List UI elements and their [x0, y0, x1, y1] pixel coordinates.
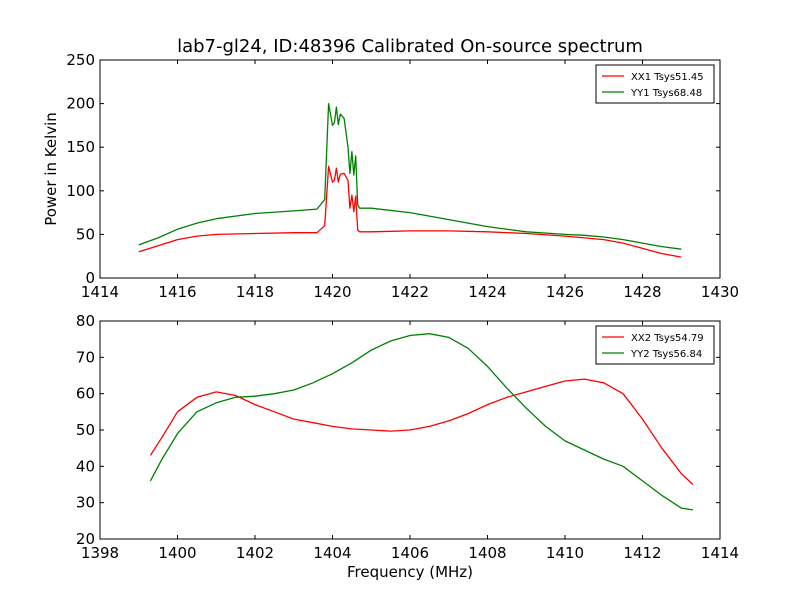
x-tick-label: 1414 — [81, 283, 119, 301]
x-tick-label: 1420 — [313, 283, 351, 301]
x-tick-label: 1426 — [546, 283, 584, 301]
x-tick-label: 1408 — [468, 544, 506, 562]
legend-box — [595, 64, 715, 104]
legend: XX2 Tsys54.79 YY2 Tsys56.84 — [595, 325, 715, 365]
x-tick-label: 1418 — [236, 283, 274, 301]
series-line-1-2 — [138, 102, 682, 250]
x-tick-label: 1422 — [391, 283, 429, 301]
x-tick-label: 1400 — [158, 544, 196, 562]
legend-box — [595, 325, 715, 365]
series-line-1-1 — [138, 165, 682, 258]
y-tick-label: 200 — [66, 95, 95, 113]
series-line-2-1 — [149, 378, 694, 485]
x-tick-label: 1402 — [236, 544, 274, 562]
y-tick-label: 50 — [76, 421, 95, 439]
legend-label: XX2 Tsys54.79 — [631, 333, 704, 344]
x-tick-label: 1412 — [623, 544, 661, 562]
x-tick-label: 1430 — [701, 283, 739, 301]
y-tick-label: 150 — [66, 138, 95, 156]
x-tick-label: 1424 — [468, 283, 506, 301]
x-tick-label: 1404 — [313, 544, 351, 562]
x-tick-label: 1416 — [158, 283, 196, 301]
y-tick-label: 50 — [76, 225, 95, 243]
legend-label: YY2 Tsys56.84 — [630, 349, 702, 360]
y-tick-label: 70 — [76, 348, 95, 366]
x-tick-label: 1428 — [623, 283, 661, 301]
x-tick-label: 1414 — [701, 544, 739, 562]
y-tick-label: 80 — [76, 312, 95, 330]
chart-title: lab7-gl24, ID:48396 Calibrated On-source… — [177, 36, 643, 57]
legend-label: YY1 Tsys68.48 — [630, 88, 702, 99]
x-tick-label: 1410 — [546, 544, 584, 562]
y-tick-label: 250 — [66, 51, 95, 69]
y-tick-label: 40 — [76, 457, 95, 475]
legend: XX1 Tsys51.45 YY1 Tsys68.48 — [595, 64, 715, 104]
top-plot: 1414 1416 1418 1420 1422 1424 1426 1428 1430 0 50 1… — [66, 51, 739, 301]
y-tick-label: 60 — [76, 385, 95, 403]
y-tick-label: 0 — [85, 269, 95, 287]
x-tick-label: 1398 — [81, 544, 119, 562]
series-line-2-2 — [149, 333, 693, 511]
bottom-plot: 1398 1400 1402 1404 1406 1408 1410 1412 1414 20 30… — [76, 312, 739, 562]
y-tick-label: 30 — [76, 494, 95, 512]
x-tick-label: 1406 — [391, 544, 429, 562]
x-axis-label: Frequency (MHz) — [347, 563, 473, 581]
y-tick-label: 100 — [66, 182, 95, 200]
y-tick-label: 20 — [76, 530, 95, 548]
y-axis-label: Power in Kelvin — [42, 112, 60, 226]
legend-label: XX1 Tsys51.45 — [631, 72, 704, 83]
